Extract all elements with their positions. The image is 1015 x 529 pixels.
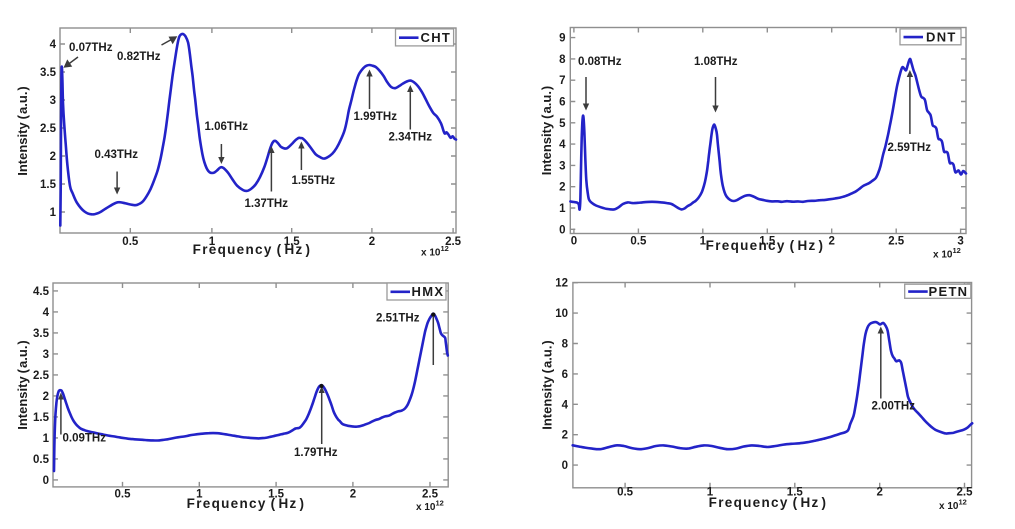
svg-text:1.99THz: 1.99THz bbox=[354, 111, 398, 123]
svg-text:3: 3 bbox=[957, 235, 963, 247]
svg-text:2.59THz: 2.59THz bbox=[888, 142, 932, 154]
svg-text:1.5: 1.5 bbox=[759, 235, 776, 247]
svg-text:8: 8 bbox=[559, 54, 566, 66]
svg-text:1: 1 bbox=[196, 489, 203, 501]
svg-text:0.5: 0.5 bbox=[630, 235, 647, 247]
svg-text:4: 4 bbox=[562, 399, 569, 411]
svg-text:1.5: 1.5 bbox=[284, 236, 301, 248]
svg-text:0.43THz: 0.43THz bbox=[95, 149, 139, 161]
svg-text:PETN: PETN bbox=[929, 284, 969, 299]
svg-text:2.34THz: 2.34THz bbox=[389, 132, 433, 144]
svg-text:2: 2 bbox=[559, 182, 565, 194]
svg-text:2: 2 bbox=[876, 487, 882, 499]
svg-text:2: 2 bbox=[350, 489, 356, 501]
svg-text:Frequency(Hz): Frequency(Hz) bbox=[709, 495, 828, 510]
svg-text:4.5: 4.5 bbox=[33, 286, 50, 298]
svg-text:0: 0 bbox=[559, 224, 565, 236]
svg-text:0: 0 bbox=[571, 235, 577, 247]
svg-text:0.5: 0.5 bbox=[33, 454, 50, 466]
svg-text:2.5: 2.5 bbox=[422, 489, 439, 501]
svg-text:1: 1 bbox=[209, 236, 216, 248]
svg-text:1.37THz: 1.37THz bbox=[245, 198, 289, 210]
svg-text:4: 4 bbox=[50, 39, 57, 51]
svg-text:Intensity(a.u.): Intensity(a.u.) bbox=[539, 86, 554, 176]
svg-text:CHT: CHT bbox=[421, 30, 452, 45]
svg-text:0.82THz: 0.82THz bbox=[117, 51, 161, 63]
svg-text:Frequency(Hz): Frequency(Hz) bbox=[187, 496, 306, 511]
svg-text:0.08THz: 0.08THz bbox=[578, 56, 622, 68]
svg-text:1: 1 bbox=[559, 203, 566, 215]
svg-text:2.51THz: 2.51THz bbox=[376, 313, 420, 325]
svg-text:0.09THz: 0.09THz bbox=[63, 433, 107, 445]
svg-text:3.5: 3.5 bbox=[40, 67, 57, 79]
svg-text:6: 6 bbox=[562, 369, 568, 381]
svg-text:1.5: 1.5 bbox=[40, 179, 57, 191]
svg-text:3: 3 bbox=[50, 95, 56, 107]
svg-text:2.5: 2.5 bbox=[33, 370, 50, 382]
svg-text:1: 1 bbox=[707, 487, 714, 499]
svg-text:1.79THz: 1.79THz bbox=[294, 447, 338, 459]
svg-text:2: 2 bbox=[43, 391, 49, 403]
svg-text:3: 3 bbox=[559, 160, 565, 172]
svg-text:2.00THz: 2.00THz bbox=[872, 401, 916, 413]
svg-text:DNT: DNT bbox=[926, 29, 957, 44]
svg-text:2.5: 2.5 bbox=[888, 235, 905, 247]
svg-text:Frequency(Hz): Frequency(Hz) bbox=[706, 238, 825, 253]
svg-text:4: 4 bbox=[43, 307, 50, 319]
svg-text:5: 5 bbox=[559, 118, 566, 130]
svg-text:1.5: 1.5 bbox=[268, 489, 285, 501]
svg-text:2.5: 2.5 bbox=[40, 123, 57, 135]
svg-text:Frequency(Hz): Frequency(Hz) bbox=[193, 242, 312, 257]
svg-text:2: 2 bbox=[50, 151, 56, 163]
svg-text:9: 9 bbox=[559, 33, 565, 45]
svg-text:4: 4 bbox=[559, 139, 566, 151]
svg-text:1.5: 1.5 bbox=[33, 412, 50, 424]
svg-text:HMX: HMX bbox=[412, 284, 445, 299]
svg-text:1: 1 bbox=[50, 207, 57, 219]
svg-text:1.5: 1.5 bbox=[787, 487, 804, 499]
svg-text:0.5: 0.5 bbox=[122, 236, 139, 248]
svg-text:0: 0 bbox=[43, 475, 49, 487]
svg-text:1.08THz: 1.08THz bbox=[694, 56, 738, 68]
svg-text:2: 2 bbox=[562, 430, 568, 442]
svg-text:2.5: 2.5 bbox=[445, 236, 462, 248]
svg-text:1: 1 bbox=[43, 433, 50, 445]
svg-text:8: 8 bbox=[562, 339, 569, 351]
svg-text:3.5: 3.5 bbox=[33, 328, 50, 340]
svg-text:0.5: 0.5 bbox=[617, 487, 634, 499]
svg-text:2.5: 2.5 bbox=[957, 487, 974, 499]
svg-text:1.55THz: 1.55THz bbox=[292, 175, 336, 187]
svg-text:2: 2 bbox=[369, 236, 375, 248]
svg-text:7: 7 bbox=[559, 75, 565, 87]
svg-text:1: 1 bbox=[700, 235, 707, 247]
svg-text:1.06THz: 1.06THz bbox=[205, 121, 249, 133]
svg-text:10: 10 bbox=[555, 308, 568, 320]
svg-text:3: 3 bbox=[43, 349, 49, 361]
svg-text:0: 0 bbox=[562, 460, 568, 472]
svg-text:2: 2 bbox=[828, 235, 834, 247]
svg-text:0.07THz: 0.07THz bbox=[69, 42, 113, 54]
svg-text:12: 12 bbox=[555, 278, 568, 290]
svg-text:Intensity(a.u.): Intensity(a.u.) bbox=[15, 86, 30, 176]
svg-text:6: 6 bbox=[559, 97, 565, 109]
svg-text:Intensity(a.u.): Intensity(a.u.) bbox=[540, 340, 555, 430]
svg-text:0.5: 0.5 bbox=[115, 489, 132, 501]
svg-text:Intensity(a.u.): Intensity(a.u.) bbox=[15, 340, 30, 430]
